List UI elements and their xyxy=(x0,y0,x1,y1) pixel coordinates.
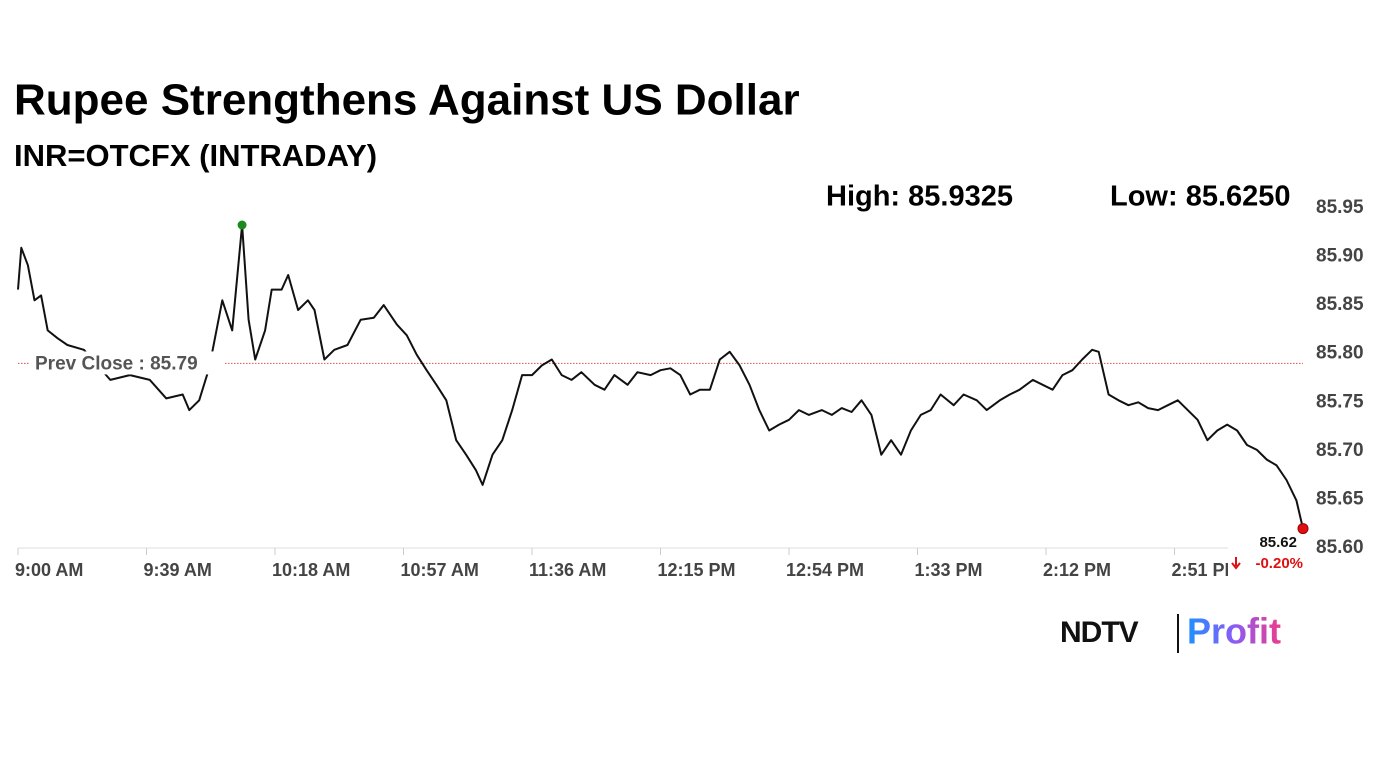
y-tick-label: 85.85 xyxy=(1316,294,1364,315)
last-marker xyxy=(1297,523,1309,535)
x-tick-label: 12:54 PM xyxy=(786,560,864,580)
change-label: -0.20% xyxy=(1255,555,1303,572)
prev-close-label: Prev Close : 85.79 xyxy=(35,353,198,374)
x-tick-label: 11:36 AM xyxy=(529,560,606,580)
logo: NDTV Profit xyxy=(1060,611,1281,653)
y-tick-label: 85.70 xyxy=(1316,440,1364,461)
logo-product: Profit xyxy=(1187,611,1281,652)
x-tick-label: 2:51 PM xyxy=(1172,560,1240,580)
x-tick-label: 2:12 PM xyxy=(1043,560,1111,580)
chart-subtitle: INR=OTCFX (INTRADAY) xyxy=(14,138,377,173)
down-arrow xyxy=(1231,557,1241,570)
logo-brand: NDTV xyxy=(1060,616,1139,649)
x-tick-label: 9:39 AM xyxy=(144,560,212,580)
y-tick-label: 85.95 xyxy=(1316,197,1364,218)
y-tick-label: 85.90 xyxy=(1316,246,1364,267)
plot-area: 85.60 85.65 85.70 85.75 85.80 85.85 85.90 85.95… xyxy=(15,197,1364,580)
x-tick-label: 9:00 AM xyxy=(15,560,83,580)
x-tick-label: 1:33 PM xyxy=(915,560,983,580)
last-label-bg xyxy=(1228,534,1306,576)
y-tick-label: 85.60 xyxy=(1316,537,1364,558)
y-tick-label: 85.65 xyxy=(1316,488,1364,509)
x-tick-label: 10:57 AM xyxy=(401,560,479,580)
prev-close-label-bg xyxy=(30,351,224,375)
y-tick-label: 85.75 xyxy=(1316,391,1364,412)
y-tick-label: 85.80 xyxy=(1316,343,1364,364)
chart-title: Rupee Strengthens Against US Dollar xyxy=(14,76,800,125)
x-tick-label: 10:18 AM xyxy=(272,560,350,580)
x-tick-label: 12:15 PM xyxy=(658,560,736,580)
high-marker xyxy=(237,220,247,230)
low-label: Low: 85.6250 xyxy=(1110,181,1291,213)
high-label: High: 85.9325 xyxy=(826,181,1013,213)
last-value-label: 85.62 xyxy=(1259,534,1297,551)
price-line xyxy=(17,224,1304,529)
